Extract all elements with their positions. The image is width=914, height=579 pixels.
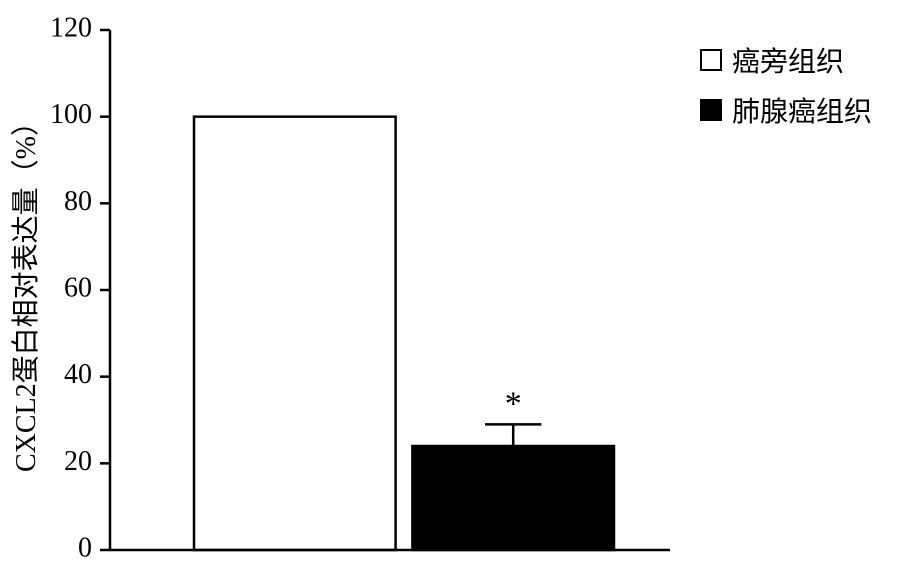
svg-text:60: 60 [64, 272, 92, 303]
legend-item: 癌旁组织 [700, 40, 872, 80]
legend-swatch [700, 49, 722, 71]
svg-text:120: 120 [50, 12, 92, 43]
svg-text:100: 100 [50, 99, 92, 130]
legend-item: 肺腺癌组织 [700, 90, 872, 130]
svg-text:0: 0 [78, 532, 92, 563]
legend-label: 癌旁组织 [732, 40, 844, 80]
svg-text:80: 80 [64, 186, 92, 217]
legend-label: 肺腺癌组织 [732, 90, 872, 130]
bar-chart: 0 20 40 60 80 100 120 * CXCL2蛋白相对表达量（%） 癌旁组织肺腺癌… [0, 0, 914, 579]
legend-swatch [700, 99, 722, 121]
y-axis-label: CXCL2蛋白相对表达量（%） [4, 108, 44, 472]
svg-text:*: * [505, 385, 522, 422]
svg-text:20: 20 [64, 446, 92, 477]
svg-text:40: 40 [64, 359, 92, 390]
legend: 癌旁组织肺腺癌组织 [700, 40, 872, 140]
